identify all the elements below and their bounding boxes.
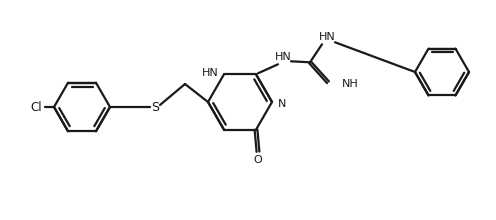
Text: NH: NH: [342, 79, 359, 89]
Text: HN: HN: [275, 52, 291, 62]
Text: O: O: [253, 155, 262, 165]
Text: HN: HN: [318, 32, 335, 42]
Text: N: N: [278, 99, 286, 109]
Text: Cl: Cl: [30, 101, 42, 114]
Text: HN: HN: [202, 68, 218, 78]
Text: S: S: [151, 101, 159, 114]
